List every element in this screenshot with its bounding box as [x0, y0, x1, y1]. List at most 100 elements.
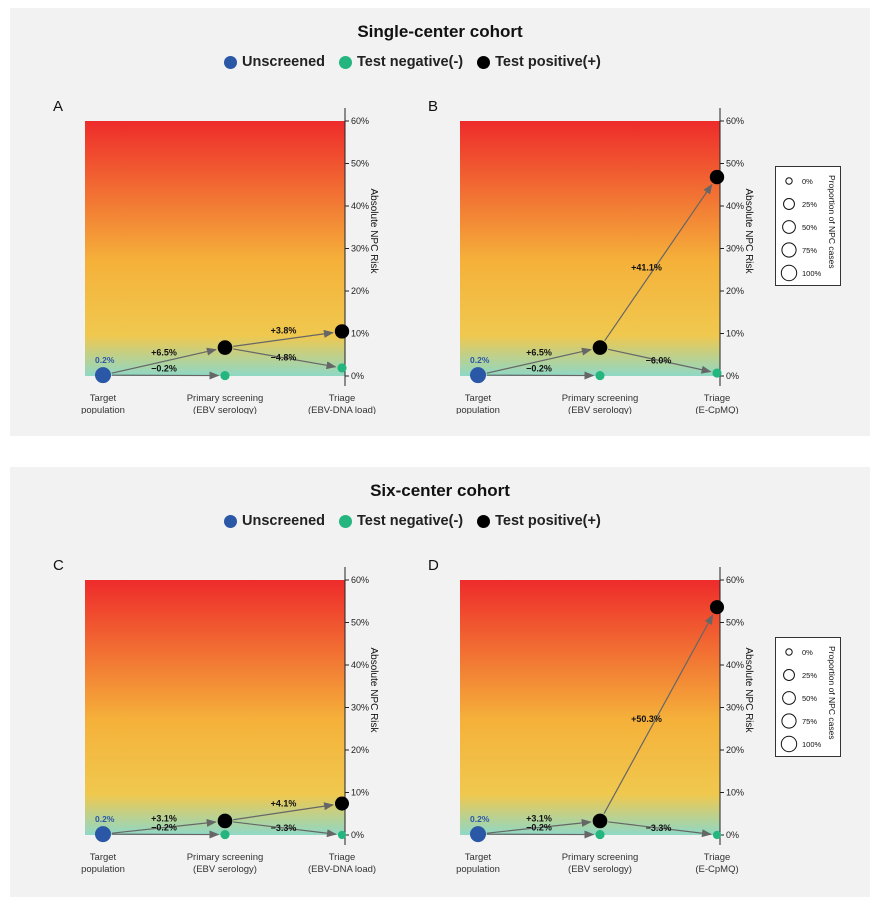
circle-icon: [224, 55, 237, 69]
transition-arrow: [233, 348, 337, 370]
risk-background: [85, 121, 345, 376]
transition-arrow: [233, 821, 337, 838]
y-axis-title: Absolute NPC Risk: [368, 648, 379, 734]
stage-label: Target: [90, 852, 117, 863]
risk-background: [85, 580, 345, 835]
change-label: −4.8%: [271, 353, 297, 363]
change-label: +6.5%: [526, 347, 552, 357]
legend-label: Unscreened: [242, 54, 326, 70]
circle-icon: [339, 55, 353, 69]
circle-icon: [339, 514, 353, 528]
transition-arrow: [608, 348, 712, 374]
size-legend-circle: [782, 220, 796, 234]
legend-positive: Test positive(+): [477, 54, 601, 70]
stage-label: population: [81, 405, 125, 414]
size-legend-title: Proportion of NPC cases: [827, 646, 837, 740]
y-tick-label: 0%: [726, 371, 739, 381]
stage-label: (E-CpMQ): [695, 864, 738, 875]
y-tick-label: 30%: [351, 244, 369, 254]
stage-label: Primary screening: [187, 852, 264, 863]
y-axis-title: Absolute NPC Risk: [743, 648, 754, 734]
stage-label: Triage: [329, 393, 356, 404]
y-axis-title: Absolute NPC Risk: [743, 189, 754, 275]
unscreened-point: [470, 367, 486, 384]
y-tick-label: 40%: [351, 660, 369, 670]
y-axis-title: Absolute NPC Risk: [368, 189, 379, 275]
size-legend-circle: [782, 691, 796, 705]
baseline-label: 0.2%: [95, 814, 115, 824]
stage-label: (EBV serology): [193, 864, 257, 875]
size-legend-circle: [781, 242, 797, 258]
panel-a-chart: A 0% 10% 20% 30% 40% 50% 60% Absolute NPC Risk 0.…: [53, 98, 379, 414]
panel-label: C: [53, 557, 64, 574]
negative-point: [595, 829, 605, 840]
negative-point: [595, 370, 605, 381]
size-legend-circle: [785, 177, 793, 185]
stage-label: (EBV serology): [568, 864, 632, 875]
y-tick-label: 30%: [726, 244, 744, 254]
group-legend: Unscreened Test negative(-) Test positiv…: [224, 513, 615, 529]
size-legend-chart: 0% 25% 50% 75% 100% Proportion of NPC cases: [780, 175, 837, 282]
size-legend-label: 50%: [802, 223, 817, 232]
y-tick-label: 50%: [726, 618, 744, 628]
y-tick-label: 0%: [351, 371, 364, 381]
transition-arrow: [603, 614, 714, 814]
negative-point: [337, 830, 347, 840]
size-legend-circle: [783, 198, 795, 210]
transition-arrow: [486, 818, 592, 834]
size-legend-chart: 0% 25% 50% 75% 100% Proportion of NPC cases: [780, 646, 837, 753]
y-tick-label: 0%: [726, 830, 739, 840]
size-legend-label: 25%: [802, 671, 817, 680]
y-tick-label: 50%: [351, 159, 369, 169]
change-label: −6.0%: [646, 355, 672, 365]
risk-background: [460, 121, 720, 376]
legend-label: Test positive(+): [495, 54, 601, 70]
unscreened-point: [95, 367, 111, 384]
cohort-title: Single-center cohort: [357, 22, 523, 41]
size-legend-title: Proportion of NPC cases: [827, 175, 837, 269]
size-legend-circle: [780, 264, 798, 282]
baseline-label: 0.2%: [470, 355, 490, 365]
unscreened-point: [95, 826, 111, 843]
group-legend: Unscreened Test negative(-) Test positiv…: [224, 54, 615, 70]
y-tick-label: 40%: [726, 201, 744, 211]
change-label: +4.1%: [271, 798, 297, 808]
change-label: −0.2%: [151, 822, 177, 832]
legend-label: Test negative(-): [357, 513, 464, 529]
transition-arrow: [608, 821, 712, 838]
stage-label: Primary screening: [562, 393, 639, 404]
six-center-card: Six-center cohort Unscreened Test negati…: [10, 467, 870, 897]
circle-icon: [224, 514, 237, 528]
stage-label: Primary screening: [562, 852, 639, 863]
y-tick-label: 60%: [351, 116, 369, 126]
legend-label: Test negative(-): [357, 54, 464, 70]
legend-negative: Test negative(-): [339, 513, 463, 529]
size-legend-label: 75%: [802, 717, 817, 726]
negative-point: [712, 368, 722, 378]
transition-arrow: [604, 183, 713, 341]
positive-point: [217, 340, 233, 355]
y-tick-label: 0%: [351, 830, 364, 840]
panel-label: A: [53, 98, 63, 115]
transition-arrow: [111, 347, 217, 374]
risk-background: [460, 580, 720, 835]
panel-label: B: [428, 98, 438, 115]
positive-point: [592, 340, 608, 355]
y-tick-label: 30%: [351, 703, 369, 713]
stage-label: Triage: [329, 852, 356, 863]
y-tick-label: 10%: [351, 788, 369, 798]
change-label: +3.8%: [271, 325, 297, 335]
change-label: +50.3%: [631, 714, 662, 724]
size-legend-circle: [783, 669, 795, 681]
y-tick-label: 30%: [726, 703, 744, 713]
y-tick-label: 10%: [726, 788, 744, 798]
stage-label: population: [81, 864, 125, 875]
panel-b-chart: B 0% 10% 20% 30% 40% 50% 60% Absolute NPC Risk 0.…: [428, 98, 754, 414]
y-tick-label: 60%: [726, 116, 744, 126]
negative-point: [712, 830, 722, 840]
cohort-title: Six-center cohort: [370, 481, 510, 500]
change-label: −3.3%: [271, 823, 297, 833]
stage-label: population: [456, 405, 500, 414]
positive-point: [709, 169, 725, 185]
positive-point: [334, 324, 350, 339]
